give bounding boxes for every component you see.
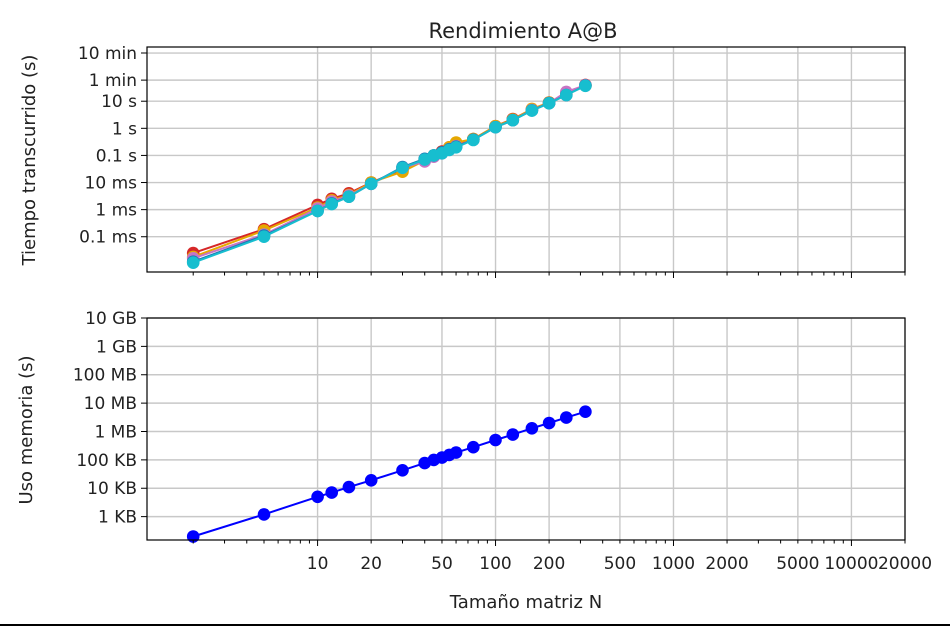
data-point bbox=[506, 428, 520, 441]
x-tick-label: 200 bbox=[533, 554, 565, 574]
y-tick-label: 10 min bbox=[78, 44, 137, 64]
data-point bbox=[325, 486, 339, 499]
x-axis-label: Tamaño matriz N bbox=[449, 592, 602, 613]
x-tick-label: 10 bbox=[307, 554, 329, 574]
data-point bbox=[257, 508, 271, 521]
data-point bbox=[186, 256, 200, 270]
data-point bbox=[342, 480, 356, 494]
memory-plot-frame bbox=[146, 317, 906, 541]
data-point bbox=[311, 490, 324, 504]
data-point bbox=[579, 79, 592, 93]
time-x-ticks bbox=[192, 272, 906, 278]
data-point bbox=[467, 133, 480, 147]
data-point bbox=[560, 88, 573, 102]
data-point bbox=[579, 405, 592, 419]
y-tick-label: 10 KB bbox=[87, 479, 137, 499]
time-panel: Rendimiento A@B 0.1 ms 1 ms 10 ms 0.1 s 1 s 1… bbox=[19, 19, 906, 278]
time-y-ticks: 0.1 ms 1 ms 10 ms 0.1 s 1 s 10 s1 min 10 min bbox=[78, 44, 147, 248]
y-tick-label: 10 s bbox=[101, 92, 137, 112]
x-tick-label: 20 bbox=[360, 554, 382, 574]
y-tick-label: 10 ms bbox=[85, 174, 138, 194]
y-tick-label: 1 s bbox=[112, 119, 137, 139]
x-tick-label: 20000 bbox=[878, 554, 932, 574]
chart-title: Rendimiento A@B bbox=[428, 19, 617, 43]
data-point bbox=[489, 120, 502, 134]
data-point bbox=[342, 190, 356, 203]
x-tick-label: 2000 bbox=[705, 554, 748, 574]
x-tick-label: 10000 bbox=[824, 554, 878, 574]
data-point bbox=[525, 104, 539, 117]
data-point bbox=[364, 474, 378, 487]
memory-series-group bbox=[186, 405, 592, 543]
y-tick-label: 10 GB bbox=[85, 309, 137, 329]
y-tick-label: 100 KB bbox=[76, 451, 137, 471]
x-tick-label: 1000 bbox=[652, 554, 695, 574]
data-point bbox=[257, 230, 271, 243]
data-point bbox=[396, 161, 409, 175]
y-tick-label: 1 MB bbox=[94, 422, 137, 442]
y-tick-label: 10 MB bbox=[84, 394, 137, 414]
memory-y-axis-label: Uso memoria (s) bbox=[16, 355, 37, 504]
data-point bbox=[449, 446, 463, 459]
data-point bbox=[449, 141, 463, 154]
time-plot-frame bbox=[146, 46, 906, 273]
data-point bbox=[525, 422, 539, 435]
x-tick-label: 50 bbox=[431, 554, 453, 574]
data-point bbox=[311, 204, 324, 218]
data-point bbox=[542, 416, 556, 430]
data-point bbox=[542, 97, 556, 110]
data-point bbox=[364, 177, 378, 191]
x-tick-label: 500 bbox=[604, 554, 636, 574]
x-tick-label: 5000 bbox=[776, 554, 819, 574]
y-tick-label: 1 KB bbox=[98, 508, 137, 528]
data-point bbox=[467, 440, 480, 454]
y-tick-label: 1 min bbox=[89, 71, 137, 91]
y-tick-label: 1 ms bbox=[95, 201, 137, 221]
time-y-axis-label: Tiempo transcurrido (s) bbox=[19, 55, 40, 267]
data-point bbox=[396, 464, 409, 477]
data-point bbox=[325, 197, 339, 211]
y-tick-label: 100 MB bbox=[73, 366, 137, 386]
data-point bbox=[560, 411, 573, 424]
y-tick-label: 0.1 ms bbox=[79, 228, 137, 248]
memory-y-ticks: 1 KB 10 KB 100 KB 1 MB 10 MB 100 MB 1 GB 10 GB bbox=[73, 309, 147, 528]
data-point bbox=[506, 113, 520, 127]
x-tick-label: 100 bbox=[479, 554, 511, 574]
data-point bbox=[489, 433, 502, 447]
y-tick-label: 0.1 s bbox=[96, 146, 137, 166]
time-series-group bbox=[186, 78, 592, 270]
memory-x-ticks: 10 20 50 100 200 500 1000 2000 5000 10000 20000 bbox=[192, 540, 932, 574]
bottom-rule bbox=[0, 624, 950, 626]
y-tick-label: 1 GB bbox=[96, 337, 137, 357]
